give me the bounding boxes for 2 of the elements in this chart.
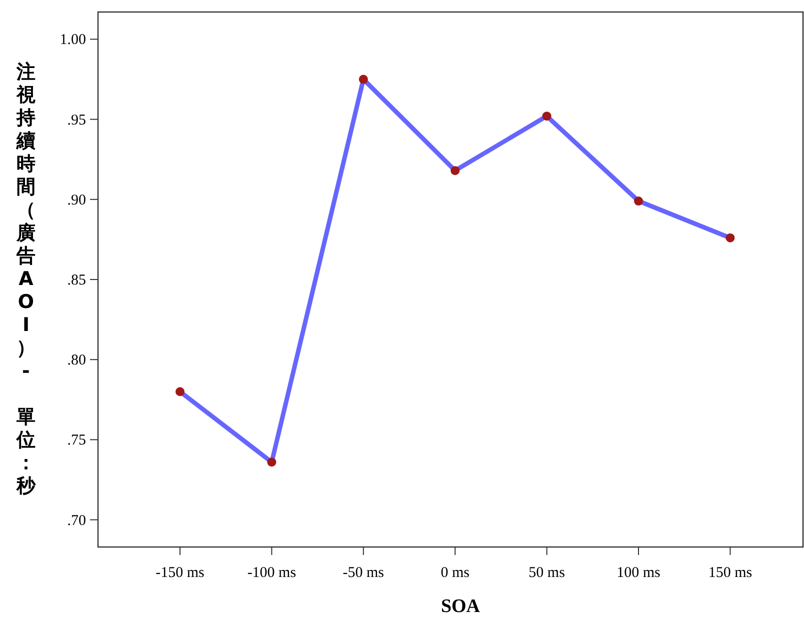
ylabel: 注視持續時間（廣告AOI）- 單位：秒 bbox=[16, 61, 36, 497]
xlabel: SOA bbox=[440, 596, 480, 617]
